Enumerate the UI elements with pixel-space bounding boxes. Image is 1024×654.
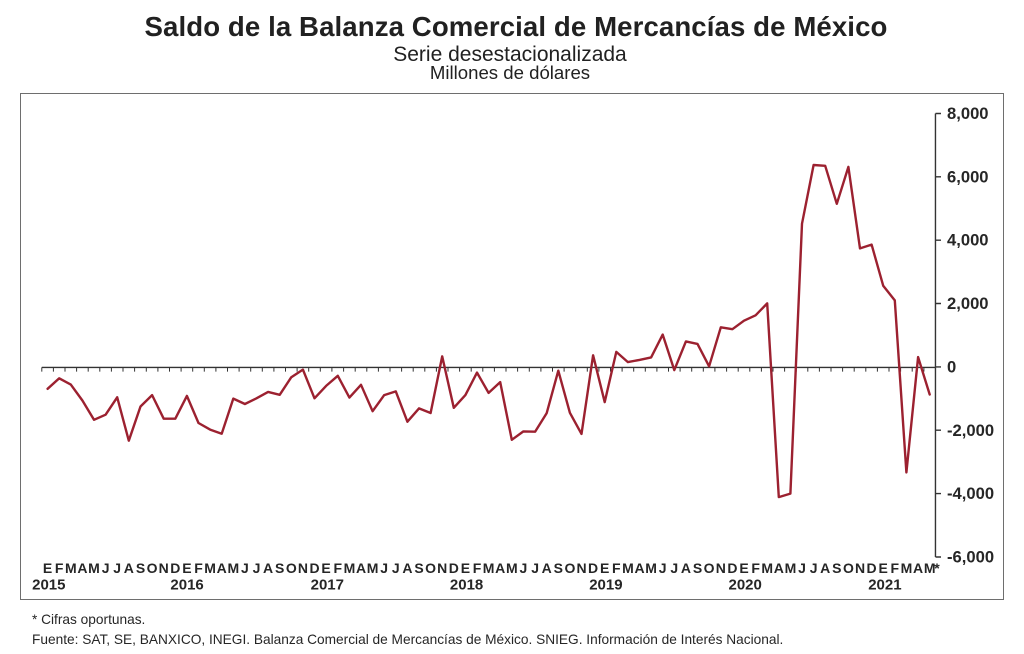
svg-text:2021: 2021 xyxy=(868,577,901,594)
svg-text:D: D xyxy=(588,560,598,576)
svg-text:S: S xyxy=(136,560,145,576)
svg-text:A: A xyxy=(217,560,227,576)
svg-text:O: O xyxy=(425,560,436,576)
svg-text:E: E xyxy=(43,560,52,576)
svg-text:-6,000: -6,000 xyxy=(947,548,994,567)
svg-text:-4,000: -4,000 xyxy=(947,484,994,503)
svg-text:F: F xyxy=(194,560,203,576)
svg-text:M: M xyxy=(622,560,634,576)
svg-text:N: N xyxy=(159,560,169,576)
svg-text:F: F xyxy=(334,560,343,576)
svg-text:E: E xyxy=(321,560,330,576)
svg-text:J: J xyxy=(102,560,110,576)
svg-text:S: S xyxy=(693,560,702,576)
svg-text:J: J xyxy=(659,560,667,576)
svg-text:M: M xyxy=(227,560,239,576)
svg-text:A: A xyxy=(263,560,273,576)
svg-text:M: M xyxy=(88,560,100,576)
svg-text:J: J xyxy=(392,560,400,576)
svg-text:S: S xyxy=(832,560,841,576)
svg-text:N: N xyxy=(716,560,726,576)
svg-text:N: N xyxy=(437,560,447,576)
svg-text:E: E xyxy=(879,560,888,576)
svg-text:A: A xyxy=(77,560,87,576)
svg-text:M: M xyxy=(645,560,657,576)
svg-text:2016: 2016 xyxy=(170,577,203,594)
svg-text:J: J xyxy=(810,560,818,576)
svg-text:E: E xyxy=(739,560,748,576)
svg-text:M: M xyxy=(65,560,77,576)
svg-text:2017: 2017 xyxy=(311,577,344,594)
svg-text:D: D xyxy=(309,560,319,576)
svg-text:E: E xyxy=(182,560,191,576)
svg-text:4,000: 4,000 xyxy=(947,231,989,250)
svg-text:6,000: 6,000 xyxy=(947,167,989,186)
svg-text:F: F xyxy=(891,560,900,576)
svg-text:O: O xyxy=(704,560,715,576)
svg-text:M: M xyxy=(344,560,356,576)
svg-text:J: J xyxy=(520,560,528,576)
svg-text:O: O xyxy=(147,560,158,576)
svg-text:A: A xyxy=(495,560,505,576)
svg-text:D: D xyxy=(867,560,877,576)
svg-text:F: F xyxy=(55,560,64,576)
svg-text:O: O xyxy=(286,560,297,576)
svg-text:*: * xyxy=(934,560,940,576)
svg-text:E: E xyxy=(600,560,609,576)
svg-text:A: A xyxy=(356,560,366,576)
svg-text:N: N xyxy=(855,560,865,576)
svg-text:O: O xyxy=(564,560,575,576)
svg-text:M: M xyxy=(367,560,379,576)
svg-text:D: D xyxy=(170,560,180,576)
svg-text:J: J xyxy=(113,560,121,576)
svg-text:M: M xyxy=(204,560,216,576)
svg-text:J: J xyxy=(531,560,539,576)
svg-text:M: M xyxy=(483,560,495,576)
svg-text:A: A xyxy=(402,560,412,576)
svg-text:A: A xyxy=(774,560,784,576)
svg-text:F: F xyxy=(751,560,760,576)
svg-text:2,000: 2,000 xyxy=(947,294,989,313)
svg-text:O: O xyxy=(843,560,854,576)
svg-text:J: J xyxy=(798,560,806,576)
svg-text:M: M xyxy=(924,560,936,576)
svg-text:E: E xyxy=(461,560,470,576)
svg-text:J: J xyxy=(253,560,261,576)
svg-text:S: S xyxy=(554,560,563,576)
svg-text:N: N xyxy=(298,560,308,576)
svg-text:2020: 2020 xyxy=(729,577,762,594)
svg-text:F: F xyxy=(473,560,482,576)
svg-text:M: M xyxy=(785,560,797,576)
svg-text:0: 0 xyxy=(947,357,956,376)
svg-text:D: D xyxy=(727,560,737,576)
svg-text:J: J xyxy=(670,560,678,576)
svg-text:S: S xyxy=(414,560,423,576)
svg-text:8,000: 8,000 xyxy=(947,104,989,123)
svg-text:J: J xyxy=(380,560,388,576)
svg-text:A: A xyxy=(681,560,691,576)
svg-text:S: S xyxy=(275,560,284,576)
svg-text:A: A xyxy=(634,560,644,576)
svg-text:A: A xyxy=(913,560,923,576)
svg-text:M: M xyxy=(761,560,773,576)
svg-text:D: D xyxy=(449,560,459,576)
svg-text:M: M xyxy=(506,560,518,576)
svg-text:A: A xyxy=(542,560,552,576)
svg-text:2015: 2015 xyxy=(32,577,65,594)
svg-text:J: J xyxy=(241,560,249,576)
svg-text:2019: 2019 xyxy=(589,577,622,594)
svg-text:N: N xyxy=(576,560,586,576)
svg-text:-2,000: -2,000 xyxy=(947,421,994,440)
svg-text:2018: 2018 xyxy=(450,577,483,594)
svg-text:A: A xyxy=(820,560,830,576)
svg-text:M: M xyxy=(901,560,913,576)
svg-text:A: A xyxy=(124,560,134,576)
svg-text:F: F xyxy=(612,560,621,576)
